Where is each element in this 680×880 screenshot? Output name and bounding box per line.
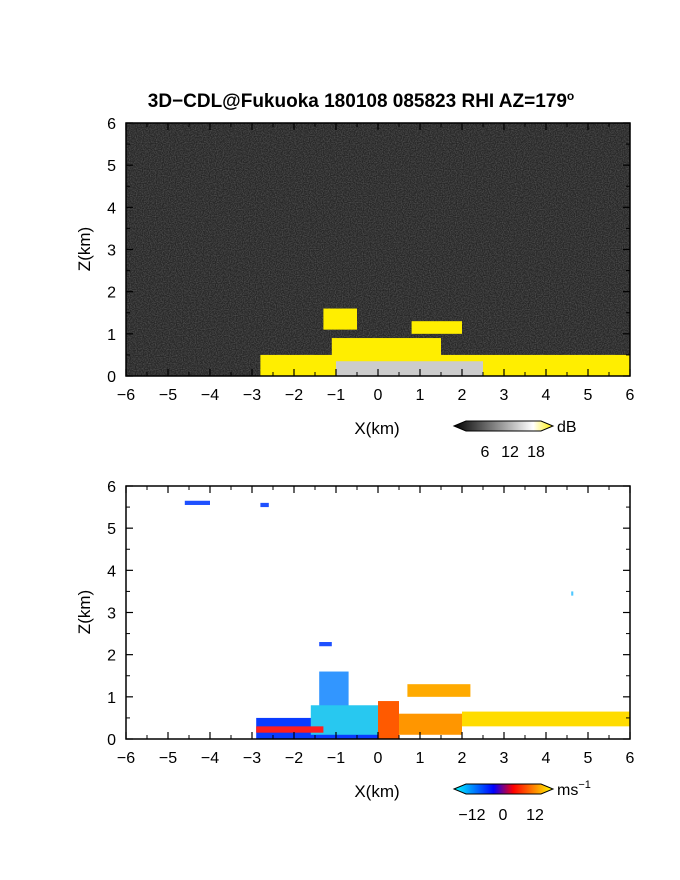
chart-title: 3D−CDL@Fukuoka 180108 085823 RHI AZ=179o <box>148 89 575 112</box>
intensity-colorbar-scale <box>452 420 555 432</box>
intensity-colorbar: dB 6 12 18 <box>452 419 577 461</box>
velocity-x-tick-label: 1 <box>416 750 425 767</box>
intensity-echo <box>336 361 483 376</box>
velocity-y-tick-label: 3 <box>107 606 116 623</box>
velocity-x-tick-label: −5 <box>159 750 177 767</box>
intensity-colorbar-unit: dB <box>557 419 577 436</box>
intensity-y-axis-label: Z(km) <box>75 227 94 271</box>
velocity-colorbar-tick: 12 <box>526 807 544 824</box>
velocity-echo <box>407 684 471 697</box>
velocity-echo-layer <box>184 500 630 739</box>
intensity-colorbar-tick: 18 <box>527 444 545 461</box>
intensity-x-axis-label: X(km) <box>354 419 399 438</box>
velocity-x-tick-label: 4 <box>542 750 551 767</box>
intensity-x-tick-label: 5 <box>584 387 593 404</box>
velocity-colorbar-unit: ms−1 <box>557 779 591 799</box>
velocity-y-tick-label: 2 <box>107 648 116 665</box>
intensity-x-tick-label: −1 <box>327 387 345 404</box>
velocity-echo <box>260 502 269 508</box>
intensity-x-tick-label: −5 <box>159 387 177 404</box>
intensity-x-tick-label: −4 <box>201 387 219 404</box>
velocity-echo <box>378 701 399 739</box>
intensity-x-tick-label: 4 <box>542 387 551 404</box>
intensity-echo <box>323 308 357 330</box>
intensity-x-tick-label: 6 <box>626 387 635 404</box>
intensity-y-tick-label: 5 <box>107 158 116 175</box>
velocity-x-tick-label: 0 <box>374 750 383 767</box>
velocity-colorbar: ms−1 −12 0 12 <box>452 779 591 824</box>
velocity-y-axis-label: Z(km) <box>75 590 94 634</box>
velocity-colorbar-scale <box>452 783 555 795</box>
velocity-x-axis-label: X(km) <box>354 782 399 801</box>
intensity-noise-texture <box>126 123 630 376</box>
velocity-x-tick-label: −3 <box>243 750 261 767</box>
velocity-echo <box>256 726 324 733</box>
intensity-x-tick-label: −6 <box>117 387 135 404</box>
intensity-x-tick-label: 1 <box>416 387 425 404</box>
velocity-echo <box>319 642 332 647</box>
velocity-colorbar-tick: 0 <box>499 807 508 824</box>
intensity-x-tick-label: 0 <box>374 387 383 404</box>
velocity-echo <box>462 711 630 727</box>
intensity-axes: −6 −5 −4 −3 −2 −1 0 1 2 3 4 5 6 0 1 2 3 4 5 6 <box>107 116 634 404</box>
velocity-x-tick-label: 6 <box>626 750 635 767</box>
intensity-y-tick-label: 1 <box>107 327 116 344</box>
intensity-colorbar-tick: 12 <box>501 444 519 461</box>
intensity-echo <box>411 321 462 334</box>
intensity-echo-layer <box>260 308 630 376</box>
intensity-x-tick-label: −3 <box>243 387 261 404</box>
velocity-echo <box>571 591 574 596</box>
velocity-y-tick-label: 5 <box>107 521 116 538</box>
intensity-echo <box>331 338 441 364</box>
velocity-y-tick-label: 0 <box>107 732 116 749</box>
velocity-x-tick-label: −4 <box>201 750 219 767</box>
velocity-y-tick-label: 6 <box>107 479 116 496</box>
intensity-y-tick-label: 3 <box>107 243 116 260</box>
velocity-echo <box>184 500 210 505</box>
intensity-x-tick-label: −2 <box>285 387 303 404</box>
velocity-x-tick-label: 2 <box>458 750 467 767</box>
velocity-plot-background <box>126 486 630 739</box>
intensity-colorbar-tick: 6 <box>481 444 490 461</box>
velocity-x-tick-label: 5 <box>584 750 593 767</box>
velocity-x-tick-label: −2 <box>285 750 303 767</box>
velocity-axes: −6 −5 −4 −3 −2 −1 0 1 2 3 4 5 6 0 1 2 3 4 5 6 <box>107 479 634 767</box>
intensity-x-tick-label: 2 <box>458 387 467 404</box>
velocity-x-tick-label: 3 <box>500 750 509 767</box>
intensity-x-tick-label: 3 <box>500 387 509 404</box>
velocity-echo <box>399 713 462 735</box>
velocity-x-tick-label: −6 <box>117 750 135 767</box>
intensity-y-tick-label: 2 <box>107 285 116 302</box>
velocity-y-tick-label: 4 <box>107 563 116 580</box>
velocity-y-tick-label: 1 <box>107 690 116 707</box>
intensity-y-tick-label: 4 <box>107 200 116 217</box>
velocity-colorbar-tick: −12 <box>458 807 485 824</box>
velocity-x-tick-label: −1 <box>327 750 345 767</box>
intensity-y-tick-label: 6 <box>107 116 116 133</box>
intensity-y-tick-label: 0 <box>107 369 116 386</box>
